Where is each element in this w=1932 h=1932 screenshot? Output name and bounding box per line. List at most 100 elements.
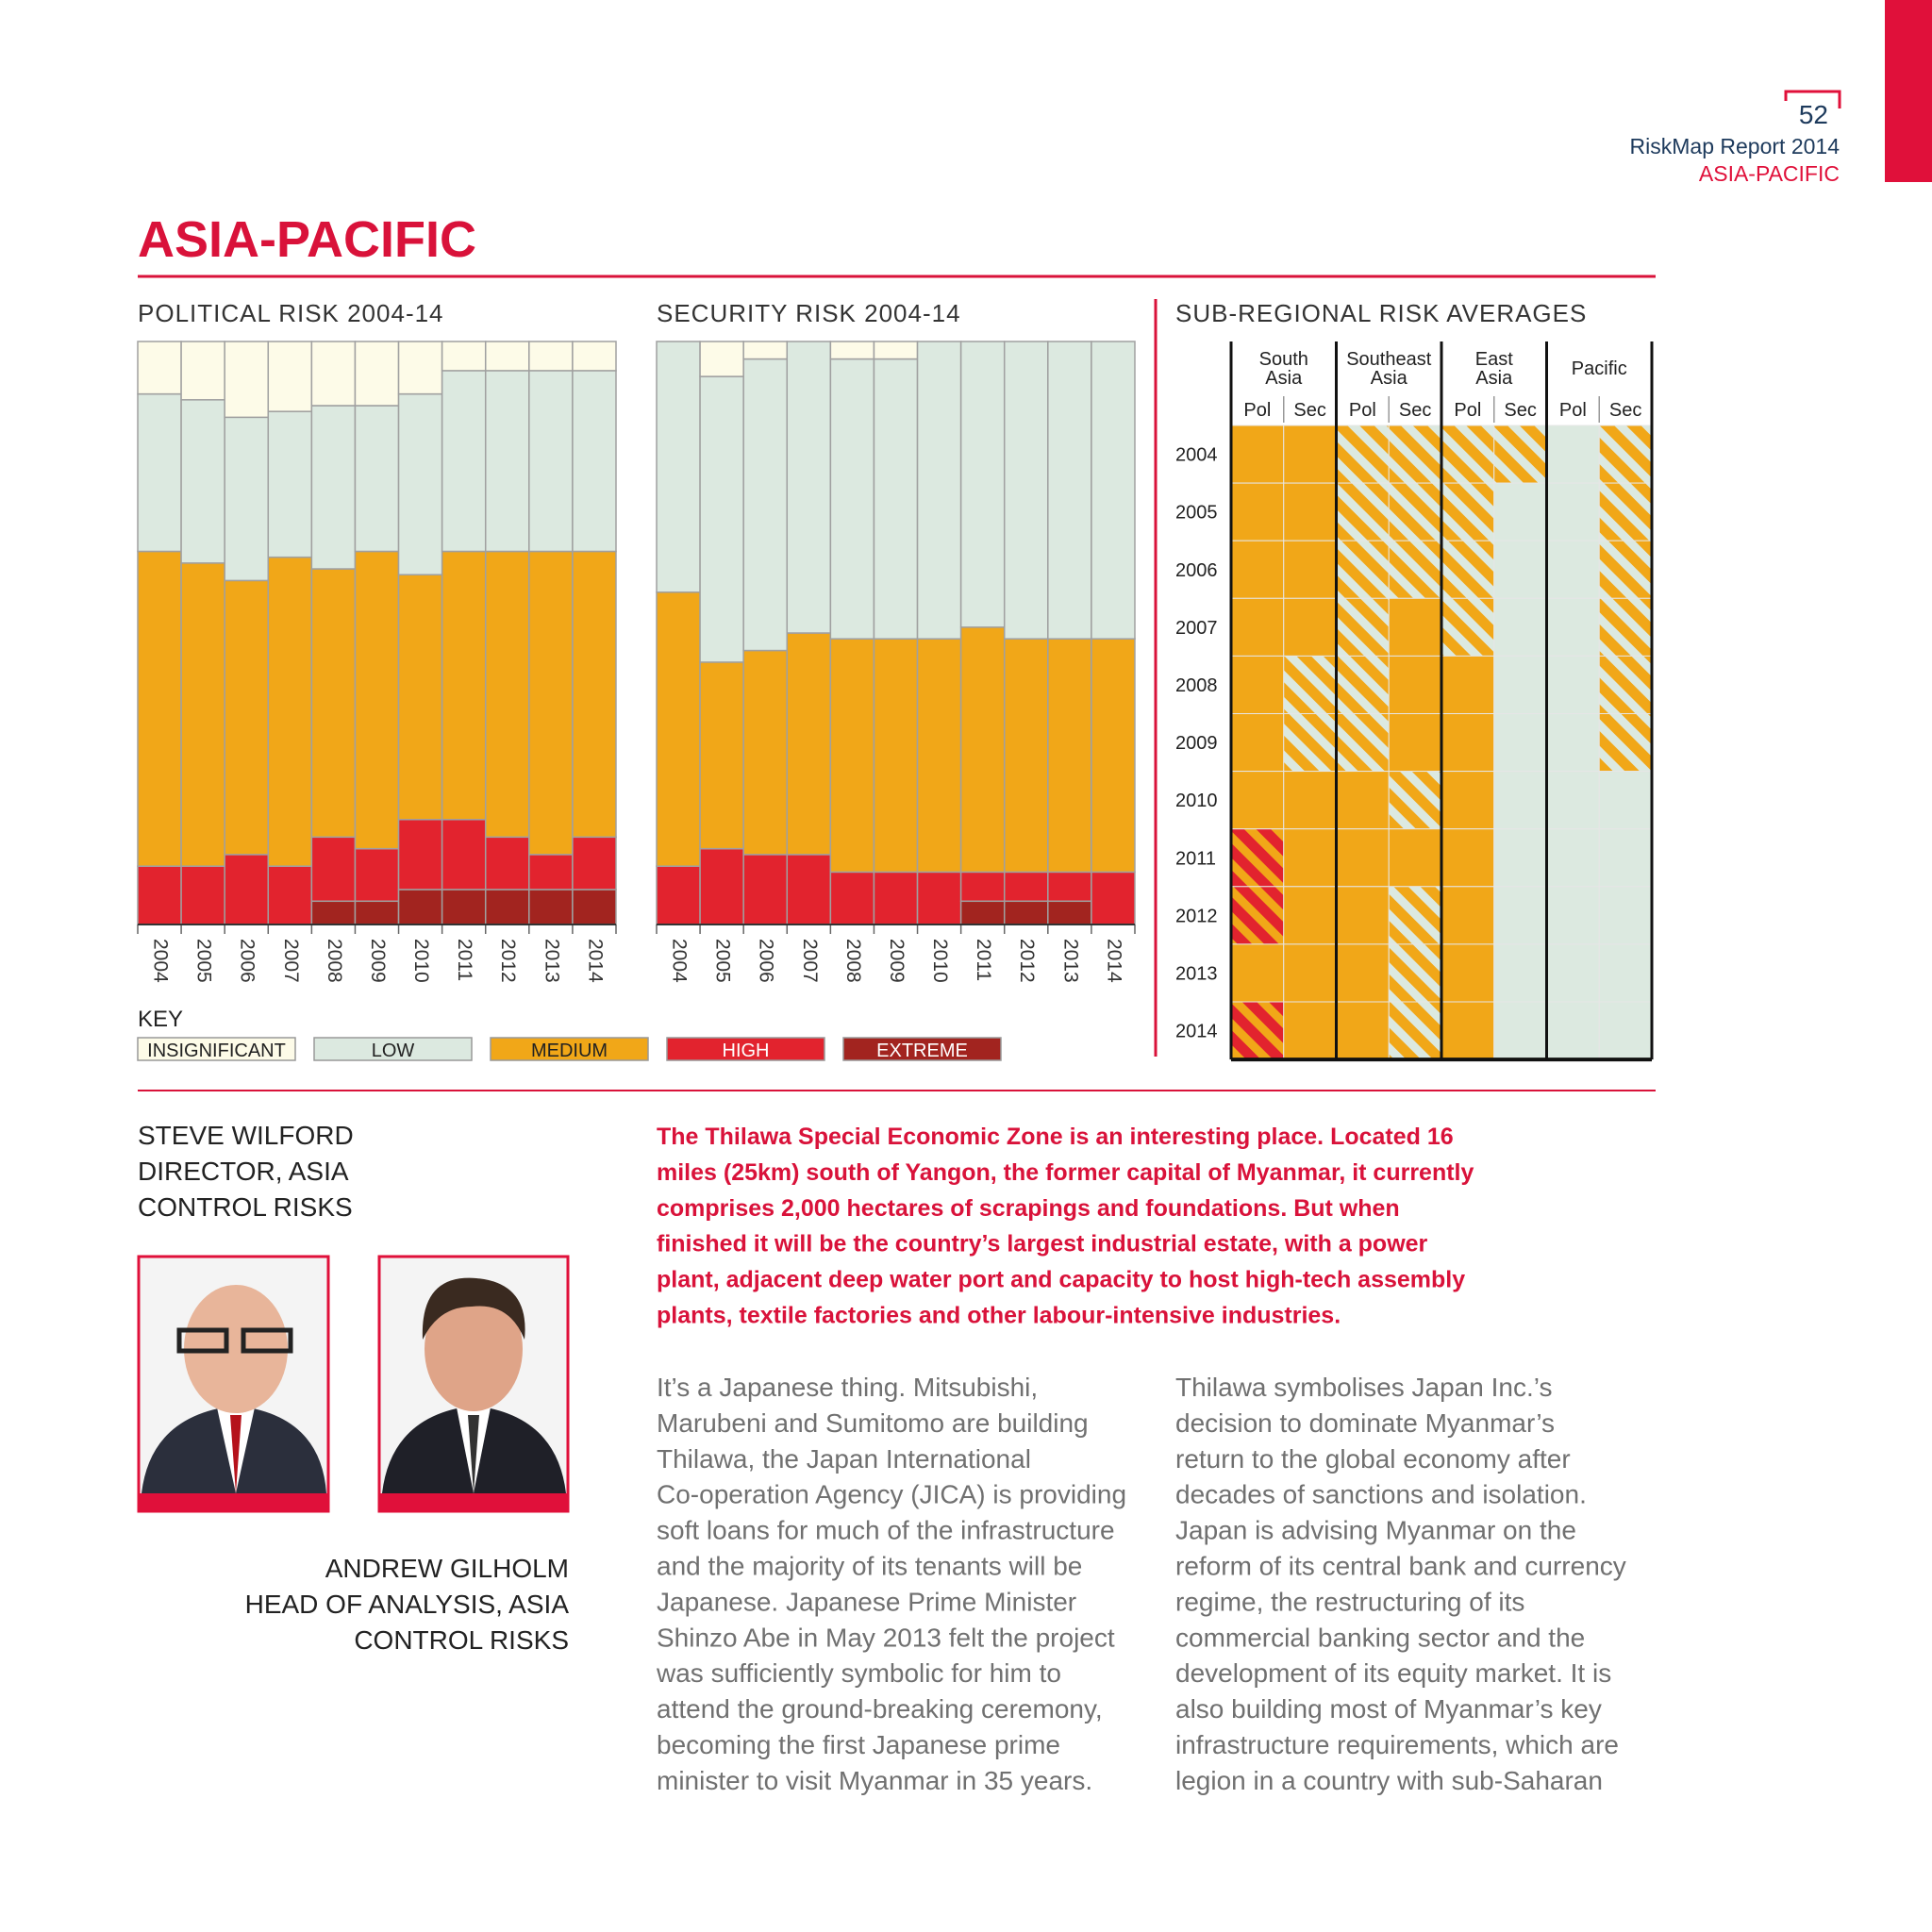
bar-segment — [873, 341, 919, 360]
lead-line: plant, adjacent deep water port and capa… — [657, 1267, 1465, 1293]
grid-cell — [1493, 943, 1547, 1003]
grid-cell — [1598, 425, 1653, 484]
grid-cell — [1441, 943, 1495, 1003]
grid-cell — [1546, 425, 1600, 484]
body-line: minister to visit Myanmar in 35 years. — [657, 1766, 1092, 1795]
bar-segment — [310, 568, 357, 839]
x-tick-label: 2010 — [410, 939, 432, 983]
bar-segment — [656, 865, 701, 925]
grid-cell — [1441, 713, 1495, 773]
body-line: Thilawa, the Japan International — [657, 1444, 1031, 1474]
grid-cell — [1230, 655, 1285, 715]
grid-cell — [1441, 482, 1495, 541]
column-label: Pol — [1454, 400, 1481, 421]
body-line: legion in a country with sub-Saharan — [1175, 1766, 1603, 1795]
bar-segment — [742, 649, 789, 856]
bar-segment — [397, 341, 443, 395]
bar-segment — [267, 556, 313, 867]
bar-segment — [310, 836, 357, 903]
row-label: 2004 — [1175, 445, 1218, 466]
row-label: 2009 — [1175, 733, 1218, 754]
photo-1 — [137, 1255, 330, 1513]
body-line: Japanese. Japanese Prime Minister — [657, 1587, 1076, 1616]
grid-cell — [1493, 425, 1547, 484]
bar-segment — [528, 889, 574, 925]
x-tick-label: 2005 — [712, 939, 734, 983]
bar-segment — [224, 341, 270, 419]
bar-segment — [572, 341, 617, 372]
grid-cell — [1598, 771, 1653, 830]
corner-tab — [1885, 0, 1932, 182]
grid-cell — [1388, 943, 1442, 1003]
key-label: HIGH — [723, 1041, 770, 1061]
x-tick-label: 2011 — [454, 939, 475, 981]
grid-cell — [1546, 655, 1600, 715]
grid-cell — [1598, 713, 1653, 773]
bar-segment — [699, 847, 744, 925]
bar-segment — [1047, 341, 1092, 640]
grid-cell — [1388, 540, 1442, 599]
grid-cell — [1493, 886, 1547, 945]
bar-segment — [829, 341, 875, 360]
x-tick-label: 2007 — [280, 939, 302, 983]
bar-segment — [528, 341, 574, 372]
bar-segment — [959, 900, 1006, 925]
region-label: East — [1475, 349, 1513, 370]
bar-segment — [528, 550, 574, 856]
bar-segment — [916, 871, 962, 925]
row-label: 2010 — [1175, 791, 1218, 811]
lead-line: The Thilawa Special Economic Zone is an … — [657, 1124, 1454, 1150]
bar-segment — [829, 638, 875, 874]
bar-segment — [699, 341, 744, 377]
bar-segment — [354, 341, 400, 407]
person-text: STEVE WILFORD — [138, 1121, 354, 1150]
bar-segment — [1003, 871, 1049, 903]
bar-segment — [699, 661, 744, 850]
grid-cell — [1493, 655, 1547, 715]
grid-cell — [1230, 597, 1285, 657]
body-line: soft loans for much of the infrastructur… — [657, 1516, 1115, 1545]
region-label: South — [1259, 349, 1308, 370]
grid-cell — [1336, 425, 1390, 484]
body-line: Thilawa symbolises Japan Inc.’s — [1175, 1373, 1552, 1402]
bar-segment — [873, 358, 919, 640]
grid-cell — [1336, 540, 1390, 599]
body-line: becoming the first Japanese prime — [657, 1730, 1060, 1759]
grid-cell — [1441, 655, 1495, 715]
page-number: 52 — [1799, 100, 1828, 129]
grid-cell — [1283, 540, 1337, 599]
key-swatch — [313, 1037, 473, 1061]
bar-segment — [180, 341, 225, 401]
x-tick-label: 2006 — [756, 939, 777, 983]
bar-segment — [1003, 341, 1049, 640]
bar-segment — [1047, 900, 1092, 925]
x-tick-label: 2004 — [668, 939, 690, 983]
bar-segment — [397, 392, 443, 575]
grid-cell — [1598, 886, 1653, 945]
x-tick-label: 2014 — [1103, 939, 1124, 983]
region-label: Asia — [1371, 368, 1408, 389]
body-line: Marubeni and Sumitomo are building — [657, 1408, 1089, 1438]
lead-line: plants, textile factories and other labo… — [657, 1303, 1341, 1329]
x-tick-label: 2007 — [799, 939, 821, 983]
bar-segment — [484, 550, 530, 839]
grid-cell — [1336, 828, 1390, 888]
bar-segment — [959, 871, 1006, 903]
region-label: Asia — [1265, 368, 1303, 389]
grid-cell — [1336, 886, 1390, 945]
x-tick-label: 2014 — [584, 939, 606, 983]
grid-cell — [1493, 1001, 1547, 1060]
bar-segment — [354, 550, 400, 850]
grid-cell — [1283, 771, 1337, 830]
bar-segment — [397, 819, 443, 891]
grid-cell — [1598, 540, 1653, 599]
grid-cell — [1441, 828, 1495, 888]
bar-segment — [656, 591, 701, 867]
person-text: CONTROL RISKS — [138, 1192, 353, 1222]
grid-cell — [1546, 482, 1600, 541]
key-swatch — [137, 1037, 296, 1061]
person-text: HEAD OF ANALYSIS, ASIA — [245, 1590, 570, 1619]
grid-cell — [1598, 597, 1653, 657]
bar-segment — [829, 358, 875, 640]
region-label: Southeast — [1346, 349, 1432, 370]
